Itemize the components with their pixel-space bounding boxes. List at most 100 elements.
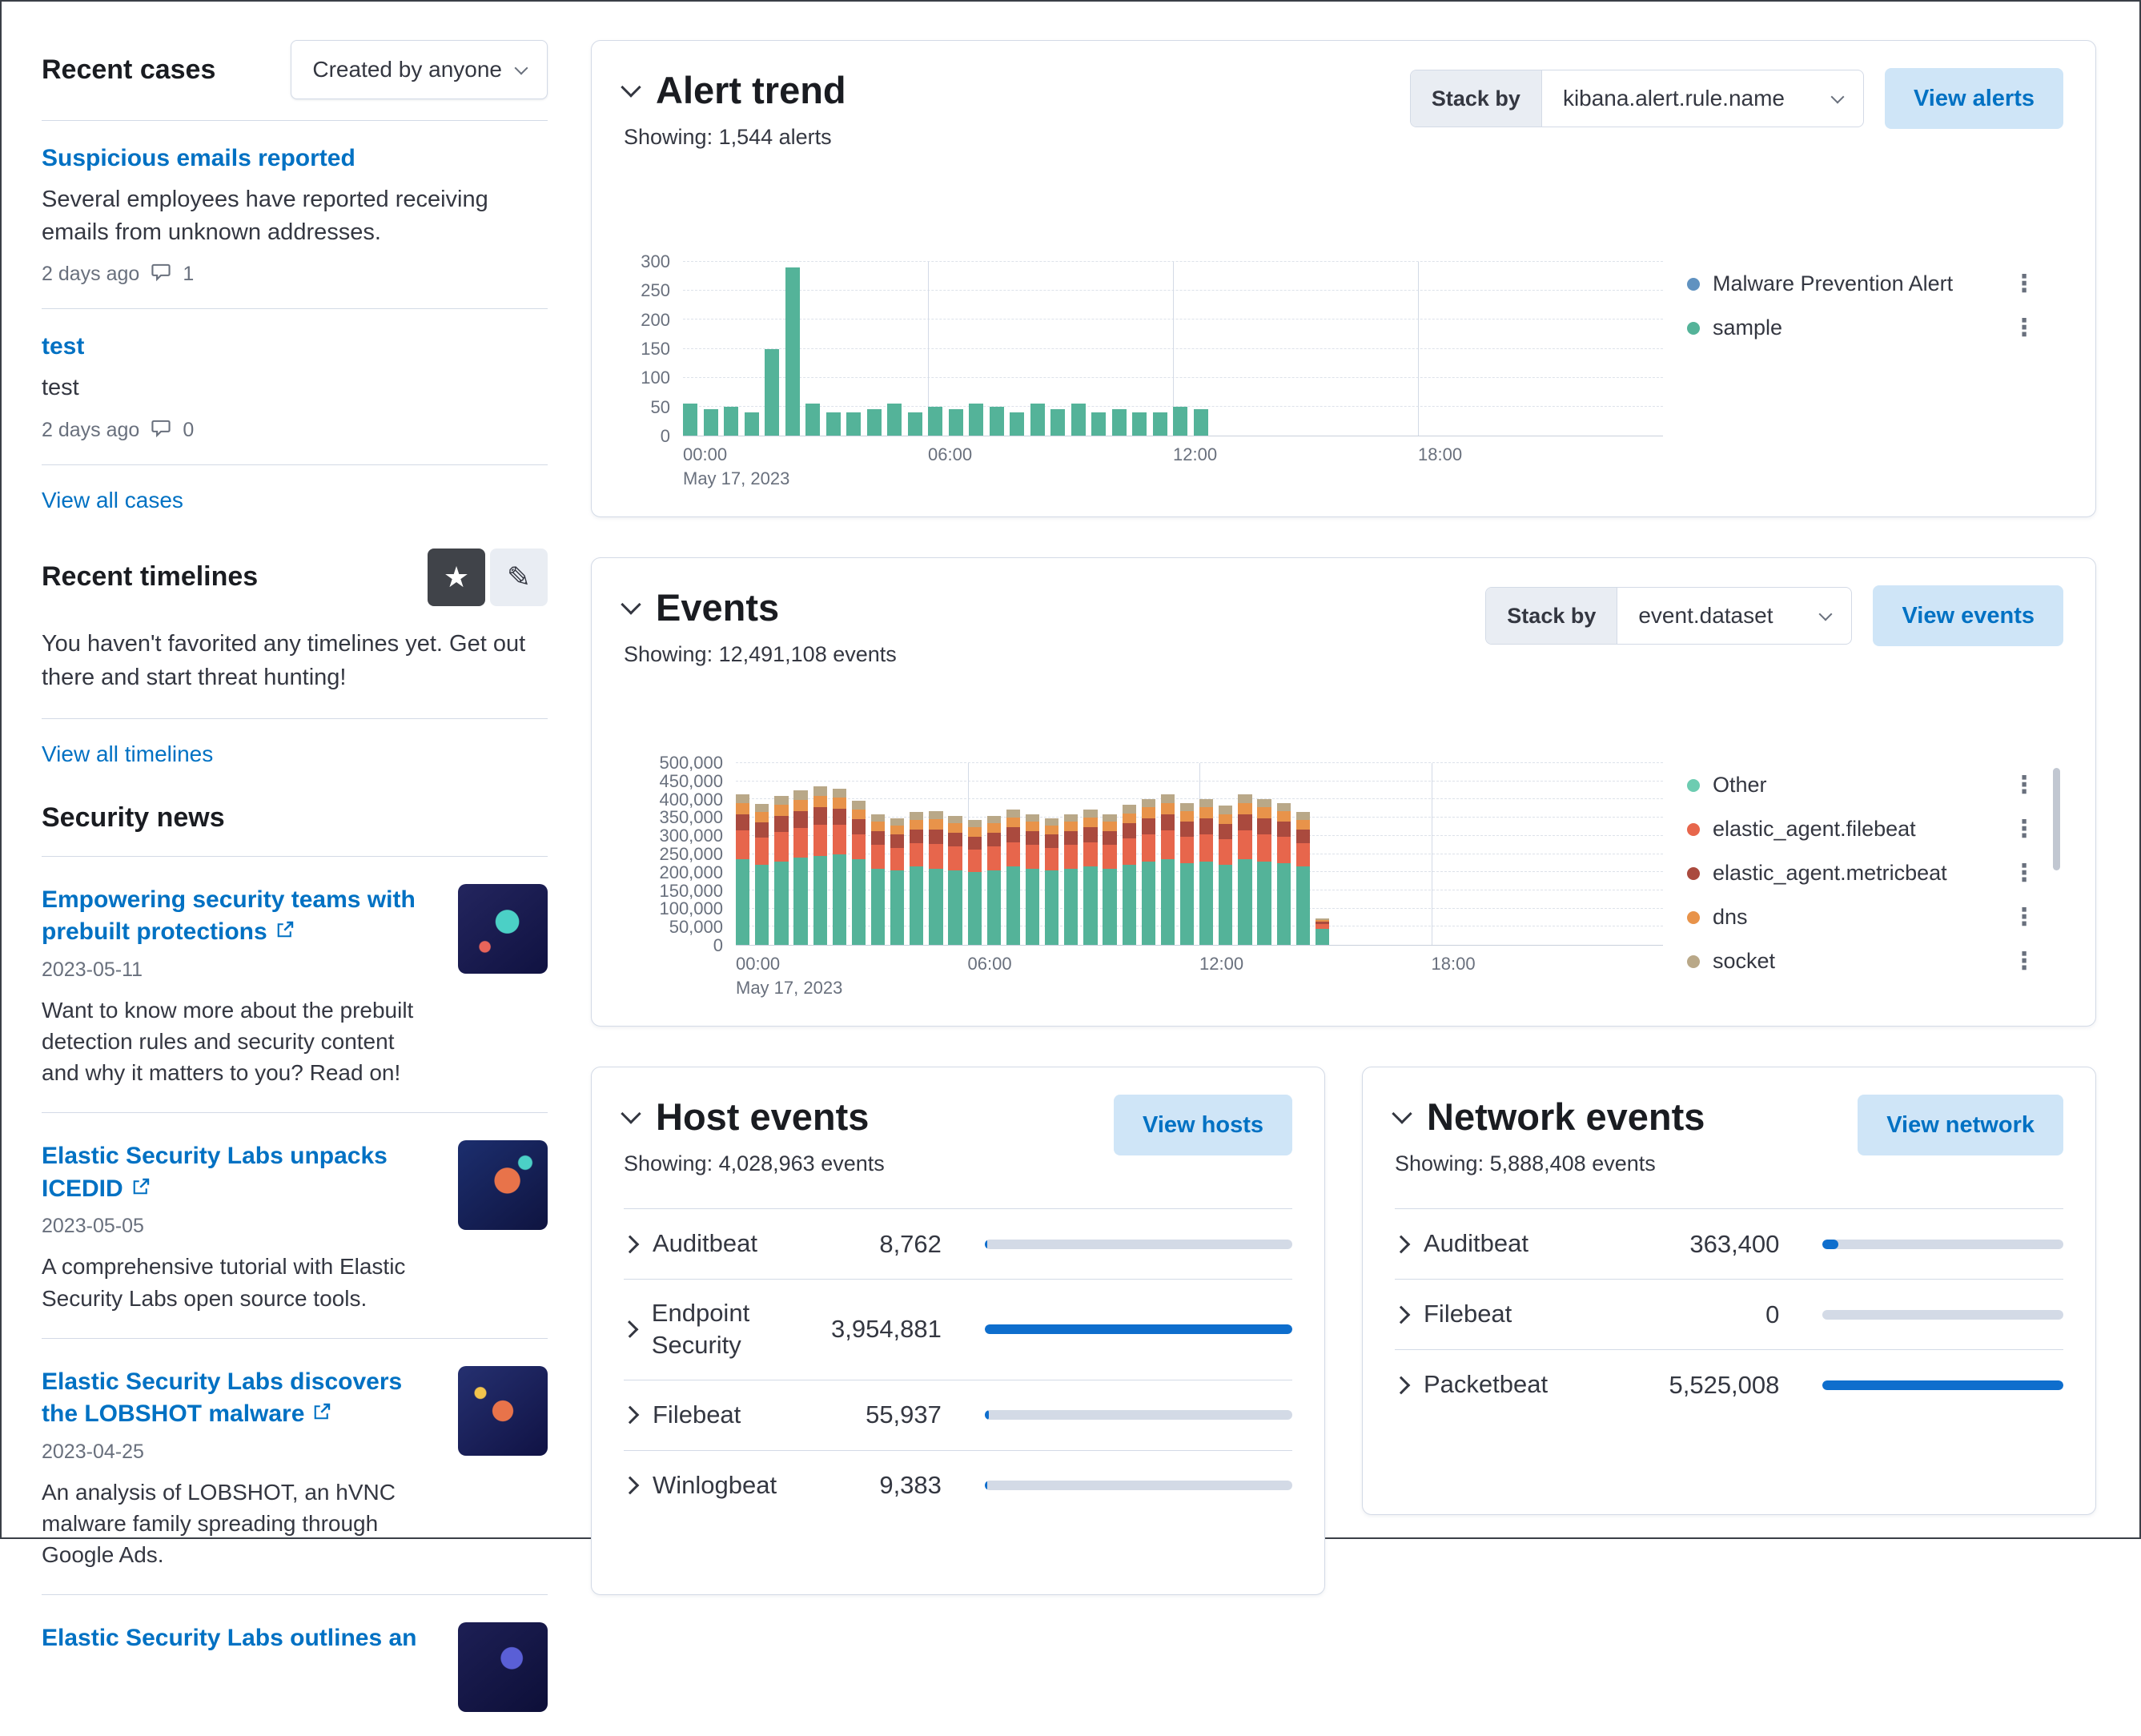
- host-events-panel: Host events Showing: 4,028,963 events Vi…: [591, 1067, 1325, 1595]
- external-link-icon: [275, 916, 295, 949]
- host-row-filebeat: Filebeat 55,937: [621, 1379, 1292, 1450]
- showing-count: Showing: 4,028,963 events: [624, 1151, 885, 1175]
- news-link[interactable]: Elastic Security Labs unpacks ICEDID: [42, 1143, 388, 1202]
- recent-timelines-title: Recent timelines: [42, 561, 259, 593]
- news-summary: An analysis of LOBSHOT, an hVNC malware …: [42, 1479, 396, 1568]
- case-age: 2 days ago: [42, 263, 140, 286]
- progress-bar: [1822, 1239, 2063, 1249]
- collapse-chevron-icon[interactable]: [1392, 1103, 1412, 1124]
- news-link[interactable]: Elastic Security Labs discovers the LOBS…: [42, 1368, 402, 1428]
- legend-item[interactable]: dns ⋮: [1687, 895, 2039, 939]
- legend-actions-icon[interactable]: ⋮: [2012, 315, 2036, 341]
- legend-item[interactable]: Malware Prevention Alert ⋮: [1687, 262, 2039, 306]
- news-item: Elastic Security Labs outlines an: [42, 1595, 548, 1736]
- stack-by-select[interactable]: Stack by event.dataset: [1485, 587, 1853, 645]
- news-date: 2023-05-05: [42, 1215, 144, 1238]
- news-thumbnail: [458, 1622, 548, 1713]
- legend-actions-icon[interactable]: ⋮: [2012, 948, 2036, 974]
- legend-color-dot: [1687, 321, 1700, 335]
- view-alerts-button[interactable]: View alerts: [1884, 68, 2063, 129]
- showing-count: Showing: 5,888,408 events: [1395, 1151, 1656, 1175]
- chevron-down-icon: [1818, 607, 1833, 621]
- stack-by-select[interactable]: Stack by kibana.alert.rule.name: [1409, 70, 1864, 127]
- collapse-chevron-icon[interactable]: [621, 76, 641, 98]
- legend-actions-icon[interactable]: ⋮: [2012, 860, 2036, 886]
- network-events-list: Auditbeat 363,400 Filebeat 0 Packetbeat …: [1392, 1208, 2063, 1420]
- expand-chevron-icon[interactable]: [621, 1405, 640, 1425]
- external-link-icon: [312, 1398, 331, 1431]
- external-link-icon: [131, 1173, 151, 1206]
- chart-plot-area[interactable]: [683, 261, 1663, 436]
- new-timeline-button[interactable]: ✎: [490, 548, 548, 606]
- panel-title: Network events: [1427, 1095, 1705, 1138]
- legend-actions-icon[interactable]: ⋮: [2012, 772, 2036, 798]
- view-all-cases-link[interactable]: View all cases: [42, 487, 183, 512]
- showing-count: Showing: 12,491,108 events: [624, 642, 897, 666]
- legend-item[interactable]: elastic_agent.filebeat ⋮: [1687, 807, 2039, 851]
- legend-item[interactable]: elastic_agent.metricbeat ⋮: [1687, 851, 2039, 895]
- chevron-down-icon: [1830, 90, 1845, 103]
- main-content: Alert trend Showing: 1,544 alerts Stack …: [591, 40, 2096, 1595]
- expand-chevron-icon[interactable]: [1392, 1305, 1411, 1324]
- legend-color-dot: [1687, 277, 1700, 291]
- news-thumbnail: [458, 1140, 548, 1231]
- view-events-button[interactable]: View events: [1873, 585, 2063, 646]
- legend-actions-icon[interactable]: ⋮: [2012, 816, 2036, 842]
- view-all-timelines-link[interactable]: View all timelines: [42, 741, 214, 766]
- showing-count: Showing: 1,544 alerts: [624, 125, 832, 149]
- legend-actions-icon[interactable]: ⋮: [2012, 271, 2036, 297]
- alert-trend-panel: Alert trend Showing: 1,544 alerts Stack …: [591, 40, 2096, 517]
- y-axis: 0 50 100 150 200 250 300: [641, 251, 670, 446]
- favorites-filter-button[interactable]: ★: [428, 548, 485, 606]
- collapse-chevron-icon[interactable]: [621, 1103, 641, 1124]
- view-network-button[interactable]: View network: [1858, 1095, 2063, 1155]
- progress-bar: [984, 1324, 1292, 1335]
- expand-chevron-icon[interactable]: [621, 1476, 640, 1495]
- legend-scrollbar[interactable]: [2053, 768, 2060, 870]
- chevron-down-icon: [514, 61, 528, 74]
- progress-bar: [1822, 1380, 2063, 1390]
- progress-bar: [984, 1481, 1292, 1491]
- news-item: Empowering security teams with prebuilt …: [42, 857, 548, 1114]
- divider: [42, 120, 548, 121]
- expand-chevron-icon[interactable]: [621, 1320, 639, 1339]
- legend-item[interactable]: sample ⋮: [1687, 306, 2039, 350]
- news-summary: Want to know more about the prebuilt det…: [42, 997, 414, 1086]
- comment-icon: [151, 417, 171, 444]
- progress-bar: [984, 1410, 1292, 1421]
- news-link[interactable]: Elastic Security Labs outlines an: [42, 1625, 417, 1652]
- sidebar: Recent cases Created by anyone Suspiciou…: [42, 40, 548, 1713]
- divider: [42, 717, 548, 719]
- news-date: 2023-04-25: [42, 1440, 144, 1463]
- alert-trend-chart[interactable]: 0 50 100 150 200 250 300 00:00 May 17, 2023 06:0…: [624, 251, 1663, 489]
- case-link[interactable]: test: [42, 333, 85, 360]
- legend-color-dot: [1687, 822, 1700, 836]
- case-description: test: [42, 375, 79, 401]
- collapse-chevron-icon[interactable]: [621, 593, 641, 615]
- progress-bar: [1822, 1309, 2063, 1320]
- timelines-empty-message: You haven't favorited any timelines yet.…: [42, 630, 526, 690]
- view-hosts-button[interactable]: View hosts: [1114, 1095, 1292, 1155]
- news-summary: A comprehensive tutorial with Elastic Se…: [42, 1254, 406, 1311]
- legend-actions-icon[interactable]: ⋮: [2012, 904, 2036, 930]
- expand-chevron-icon[interactable]: [1392, 1376, 1411, 1394]
- legend-item[interactable]: socket ⋮: [1687, 939, 2039, 983]
- expand-chevron-icon[interactable]: [1392, 1235, 1411, 1253]
- expand-chevron-icon[interactable]: [621, 1235, 640, 1253]
- legend-item[interactable]: Other ⋮: [1687, 763, 2039, 807]
- star-icon: ★: [443, 560, 470, 593]
- events-chart[interactable]: 0 50,000 100,000 150,000 200,000 250,000 300,0…: [624, 753, 1663, 999]
- comment-icon: [151, 261, 171, 287]
- comment-count: 1: [183, 263, 195, 286]
- network-row-filebeat: Filebeat 0: [1392, 1279, 2063, 1349]
- news-link[interactable]: Empowering security teams with prebuilt …: [42, 886, 416, 946]
- legend-color-dot: [1687, 954, 1700, 968]
- case-age: 2 days ago: [42, 418, 140, 441]
- comment-count: 0: [183, 418, 195, 441]
- case-item: test test 2 days ago 0: [42, 309, 548, 465]
- cases-filter-dropdown[interactable]: Created by anyone: [291, 40, 548, 99]
- x-axis: 00:00 May 17, 2023 06:00 12:00 18:00: [736, 954, 1476, 998]
- case-link[interactable]: Suspicious emails reported: [42, 145, 355, 171]
- chart-plot-area[interactable]: [736, 762, 1663, 946]
